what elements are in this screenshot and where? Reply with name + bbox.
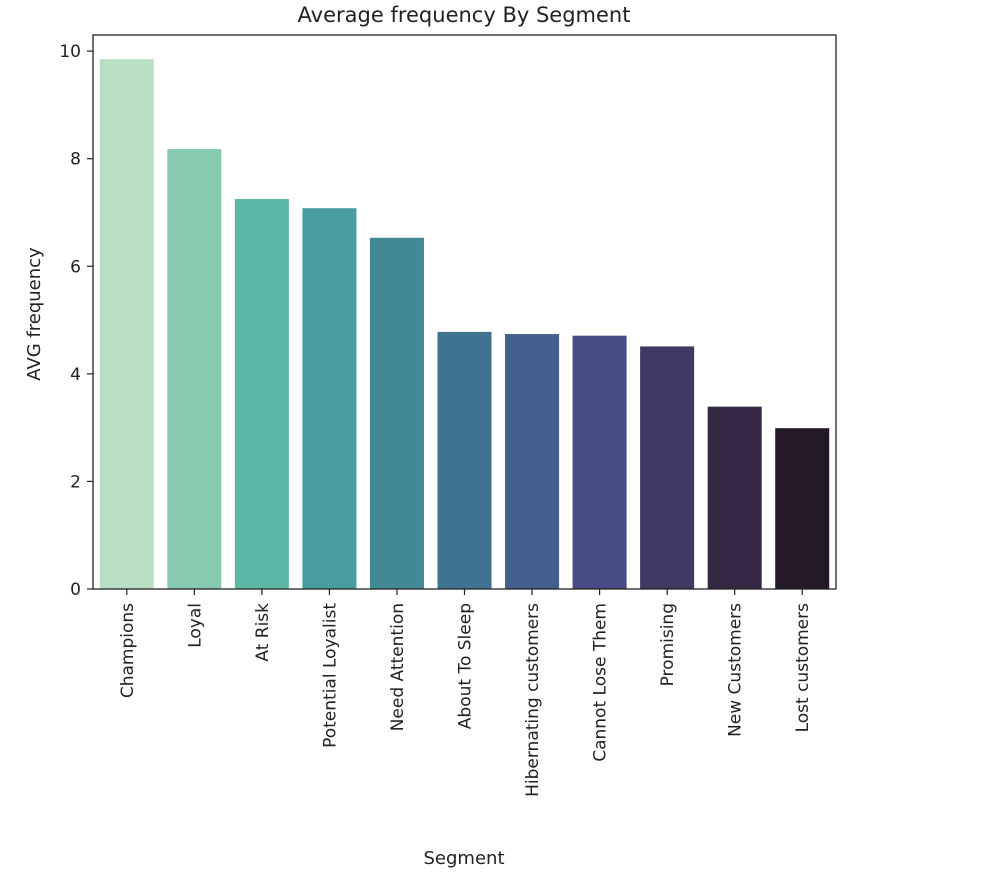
x-tick-label: Champions — [118, 603, 138, 698]
x-tick-label: New Customers — [726, 603, 746, 737]
bar-lost-customers — [775, 428, 830, 589]
bar-cannot-lose-them — [572, 335, 627, 589]
y-tick-label: 10 — [59, 42, 81, 62]
x-tick-label: Potential Loyalist — [320, 603, 340, 748]
bar-at-risk — [234, 199, 289, 590]
bar-loyal — [167, 149, 222, 589]
bar-champions — [99, 59, 154, 590]
chart-title: Average frequency By Segment — [298, 3, 631, 27]
x-tick-label: Cannot Lose Them — [591, 603, 611, 762]
x-tick-label: Lost customers — [793, 603, 813, 733]
y-tick-label: 0 — [70, 580, 81, 600]
y-tick-label: 2 — [70, 472, 81, 492]
x-tick-label: Need Attention — [388, 603, 408, 731]
bar-promising — [640, 346, 695, 589]
bar-need-attention — [369, 237, 424, 589]
bar-about-to-sleep — [437, 331, 492, 589]
y-tick-label: 6 — [70, 257, 81, 277]
bar-potential-loyalist — [302, 208, 357, 589]
x-axis-ticks: Champions Loyal At Risk Potential Loyalist N… — [118, 589, 813, 797]
y-tick-label: 4 — [70, 365, 81, 385]
y-axis-ticks: 0 2 4 6 8 10 — [59, 42, 93, 600]
x-tick-label: About To Sleep — [456, 603, 476, 729]
bar-new-customers — [707, 406, 762, 589]
x-tick-label: Loyal — [185, 603, 205, 648]
y-tick-label: 8 — [70, 150, 81, 170]
x-tick-label: Promising — [658, 603, 678, 686]
bar-group — [99, 59, 830, 590]
x-axis-label: Segment — [424, 848, 505, 869]
x-tick-label: Hibernating customers — [523, 603, 543, 797]
x-tick-label: At Risk — [253, 603, 273, 662]
plot-frame — [92, 34, 837, 590]
bar-hibernating-customers — [505, 334, 560, 589]
y-axis-label: AVG frequency — [24, 247, 45, 381]
